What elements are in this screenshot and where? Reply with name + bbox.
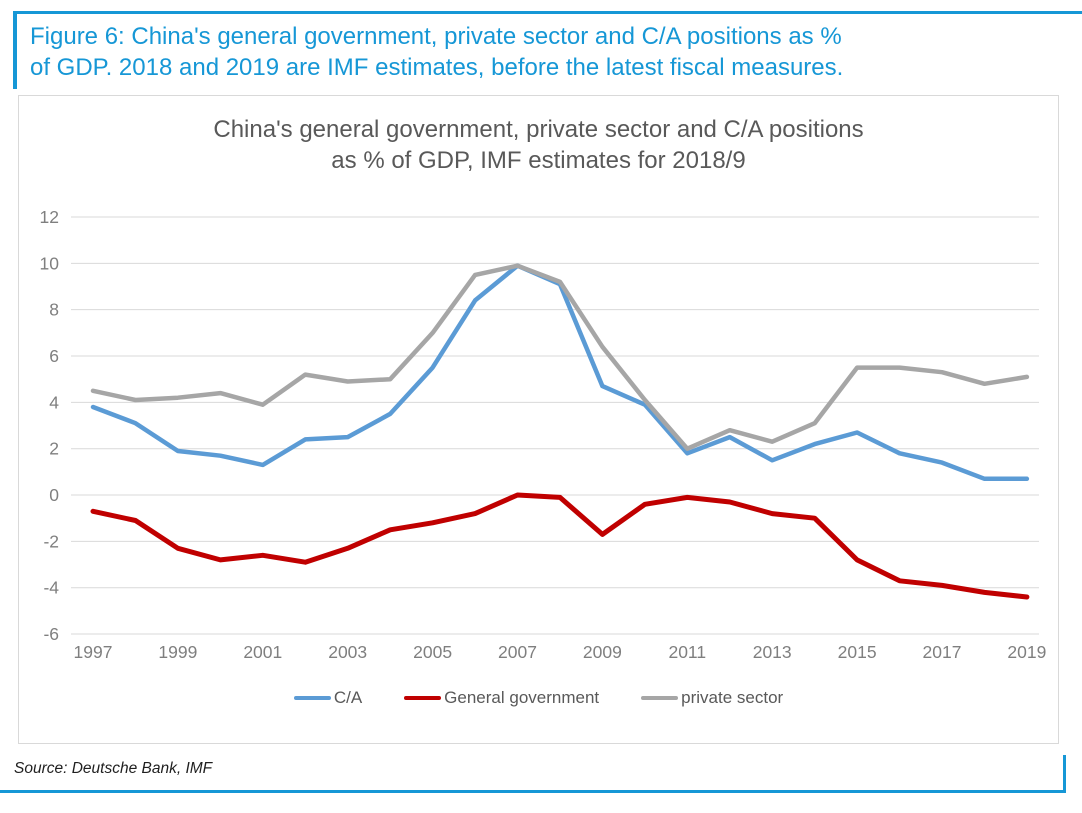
x-tick-label: 2007	[498, 642, 537, 662]
x-tick-label: 2005	[413, 642, 452, 662]
series-line-general-government	[90, 492, 1030, 600]
chart-legend: C/A General government private sector	[19, 688, 1058, 708]
legend-item-label: General government	[444, 688, 600, 707]
y-tick-label: 0	[49, 485, 59, 505]
source-note: Source: Deutsche Bank, IMF	[14, 760, 213, 777]
series-line-c-a	[90, 263, 1030, 482]
figure-header: Figure 6: China's general government, pr…	[13, 11, 1082, 89]
y-tick-label: -2	[43, 531, 59, 551]
legend-line-swatch	[293, 696, 331, 700]
y-tick-label: 2	[49, 439, 59, 459]
y-tick-label: 10	[40, 253, 60, 273]
legend-item: private sector	[641, 688, 783, 708]
x-tick-label: 2009	[583, 642, 622, 662]
chart-panel: China's general government, private sect…	[18, 95, 1059, 744]
y-tick-label: 4	[49, 392, 59, 412]
x-tick-label: 2019	[1007, 642, 1046, 662]
x-tick-label: 2001	[243, 642, 282, 662]
y-tick-label: -4	[43, 578, 59, 598]
x-tick-label: 2003	[328, 642, 367, 662]
y-tick-label: 6	[49, 346, 59, 366]
x-tick-label: 1997	[74, 642, 113, 662]
legend-line-swatch	[404, 696, 442, 700]
x-tick-label: 2017	[923, 642, 962, 662]
series-line-private-sector	[90, 263, 1030, 451]
bottom-rule-right-tick	[1063, 755, 1066, 793]
y-tick-label: -6	[43, 624, 59, 644]
legend-line-swatch	[641, 696, 679, 700]
x-tick-label: 2011	[668, 642, 706, 662]
legend-item-label: C/A	[333, 688, 363, 707]
chart-title-line-1: China's general government, private sect…	[213, 116, 864, 143]
y-tick-label: 8	[49, 300, 59, 320]
bottom-rule	[0, 790, 1066, 793]
legend-item: C/A	[293, 688, 363, 708]
legend-item-label: private sector	[681, 688, 784, 707]
x-tick-label: 1999	[158, 642, 197, 662]
y-tick-label: 12	[40, 207, 59, 227]
x-tick-label: 2015	[838, 642, 877, 662]
x-tick-label: 2013	[753, 642, 792, 662]
chart-title: China's general government, private sect…	[19, 114, 1058, 176]
plot-area: 12 10 8 6 4 2 0 -2 -4 -6 1997 1999 2001 2003 2005 2007 2…	[40, 207, 1047, 662]
chart-title-line-2: as % of GDP, IMF estimates for 2018/9	[331, 147, 746, 174]
legend-item: General government	[404, 688, 599, 708]
figure-caption-line-2: of GDP. 2018 and 2019 are IMF estimates,…	[30, 54, 844, 81]
figure-caption-line-1: Figure 6: China's general government, pr…	[30, 23, 842, 50]
